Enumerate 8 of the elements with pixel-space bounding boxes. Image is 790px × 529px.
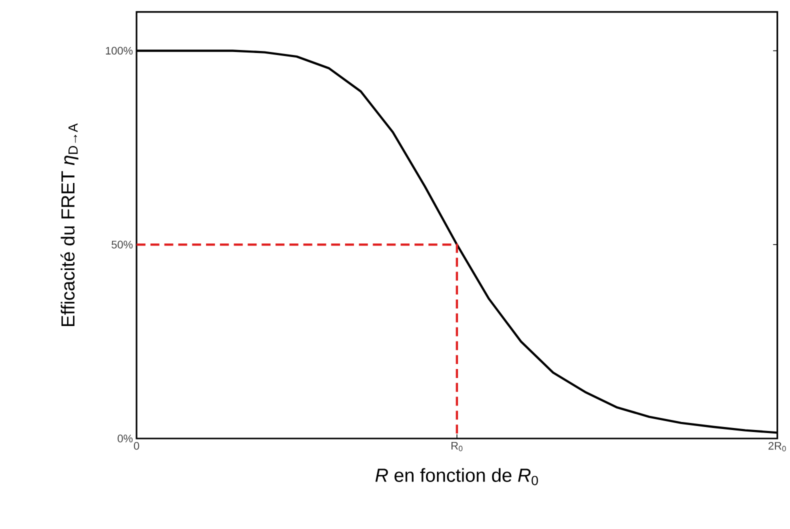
x-axis-title: R en fonction de R$_{0}$ — [375, 468, 538, 486]
x-tick-label: 0 — [134, 442, 140, 450]
x-tick-label: R$_{0}$ — [452, 442, 462, 452]
y-axis-title: Efficacité du FRET η$_{D→A}$ — [60, 123, 78, 326]
y-tick-label: 50% — [112, 240, 133, 248]
y-tick-label: 0% — [118, 434, 133, 442]
x-tick-label: 2R$_{0}$ — [768, 442, 786, 452]
y-tick-label: 100% — [106, 46, 133, 55]
